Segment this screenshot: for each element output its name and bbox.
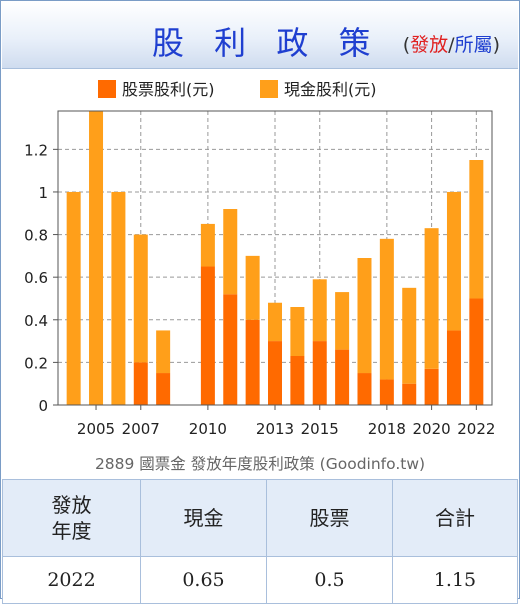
title-bar: 股 利 政 策 (發放/所屬) <box>2 2 518 69</box>
plot-frame <box>57 110 493 406</box>
header-year: 發放 年度 <box>2 479 141 557</box>
cell-total: 1.15 <box>392 556 518 604</box>
y-tick-label: 1 <box>38 184 48 202</box>
header-cash: 現金 <box>140 479 267 557</box>
bar-segment <box>446 330 461 405</box>
bar-segment <box>133 234 148 363</box>
link-separator: / <box>448 34 455 56</box>
y-tick-label: 0 <box>38 397 48 415</box>
x-tick-label: 2022 <box>457 420 495 438</box>
belong-year-link[interactable]: 所屬 <box>454 34 493 56</box>
bar-segment <box>335 292 350 350</box>
cell-cash: 0.65 <box>140 556 267 604</box>
bar-segment <box>446 191 461 331</box>
bar-segment <box>133 362 148 405</box>
bar-segment <box>66 191 81 405</box>
bar-segment <box>89 111 104 405</box>
paren-close: ) <box>492 34 500 56</box>
bar-segment <box>424 368 439 405</box>
chart-caption: 2889 國票金 發放年度股利政策 (Goodinfo.tw) <box>94 455 426 473</box>
bar-segment <box>469 160 484 299</box>
panel-title: 股 利 政 策 <box>152 24 381 62</box>
bar-segment <box>268 302 282 342</box>
bar-segment <box>290 356 305 405</box>
x-tick-label: 2007 <box>122 420 160 438</box>
cell-year: 2022 <box>2 556 141 604</box>
bar-segment <box>402 287 417 384</box>
bar-segment <box>379 379 394 405</box>
bar-segment <box>469 298 484 405</box>
x-tick-label: 2013 <box>256 420 294 438</box>
x-tick-label: 2020 <box>413 420 451 438</box>
y-tick-label: 0.4 <box>24 312 48 330</box>
bar-segment <box>156 373 171 405</box>
bar-segment <box>312 341 327 405</box>
bar-segment <box>245 319 260 405</box>
y-tick-label: 0.6 <box>24 269 48 287</box>
legend-label: 現金股利(元) <box>284 80 377 99</box>
table-row: 2022 0.65 0.5 1.15 <box>2 556 518 604</box>
cell-stock: 0.5 <box>266 556 393 604</box>
x-tick-label: 2015 <box>301 420 339 438</box>
bar-segment <box>223 209 238 295</box>
bar-segment <box>357 258 372 374</box>
legend-swatch <box>260 80 278 98</box>
bar-segment <box>357 373 372 405</box>
bar-segment <box>156 330 171 374</box>
bar-segment <box>379 238 394 380</box>
x-tick-label: 2005 <box>77 420 115 438</box>
bar-segment <box>111 191 126 405</box>
y-tick-label: 0.2 <box>24 354 48 372</box>
x-tick-label: 2018 <box>368 420 406 438</box>
table-header-row: 發放 年度 現金 股票 合計 <box>2 479 518 557</box>
header-total: 合計 <box>392 479 518 557</box>
dividend-table: 發放 年度 現金 股票 合計 2022 0.65 0.5 1.15 <box>2 479 518 604</box>
bar-segment <box>223 294 238 405</box>
y-tick-label: 1.2 <box>24 141 48 159</box>
bar-segment <box>245 255 260 320</box>
bar-segment <box>312 279 327 342</box>
y-tick-label: 0.8 <box>24 227 48 245</box>
paren-open: ( <box>402 34 411 56</box>
header-year-line1: 發放 <box>51 493 92 517</box>
bar-segment <box>200 266 215 405</box>
legend-label: 股票股利(元) <box>122 80 215 99</box>
issue-year-link[interactable]: 發放 <box>410 34 449 56</box>
view-toggle-links: (發放/所屬) <box>403 30 500 57</box>
chart-svg: 股票股利(元) 現金股利(元) 0 0.2 0.4 0.6 0.8 1 1.2 2005 2007 2… <box>24 80 495 438</box>
bar-segment <box>335 349 350 405</box>
bar-segment <box>200 223 215 267</box>
dividend-chart: 股票股利(元) 現金股利(元) 0 0.2 0.4 0.6 0.8 1 1.2 2005 2007 2… <box>2 69 518 475</box>
bar-segment <box>424 228 439 369</box>
header-year-line2: 年度 <box>51 519 92 543</box>
x-tick-label: 2010 <box>189 420 227 438</box>
bar-segment <box>268 341 282 405</box>
bar-segment <box>402 383 417 405</box>
bar-segment <box>290 307 305 356</box>
header-stock: 股票 <box>266 479 393 557</box>
legend-swatch <box>98 80 116 98</box>
